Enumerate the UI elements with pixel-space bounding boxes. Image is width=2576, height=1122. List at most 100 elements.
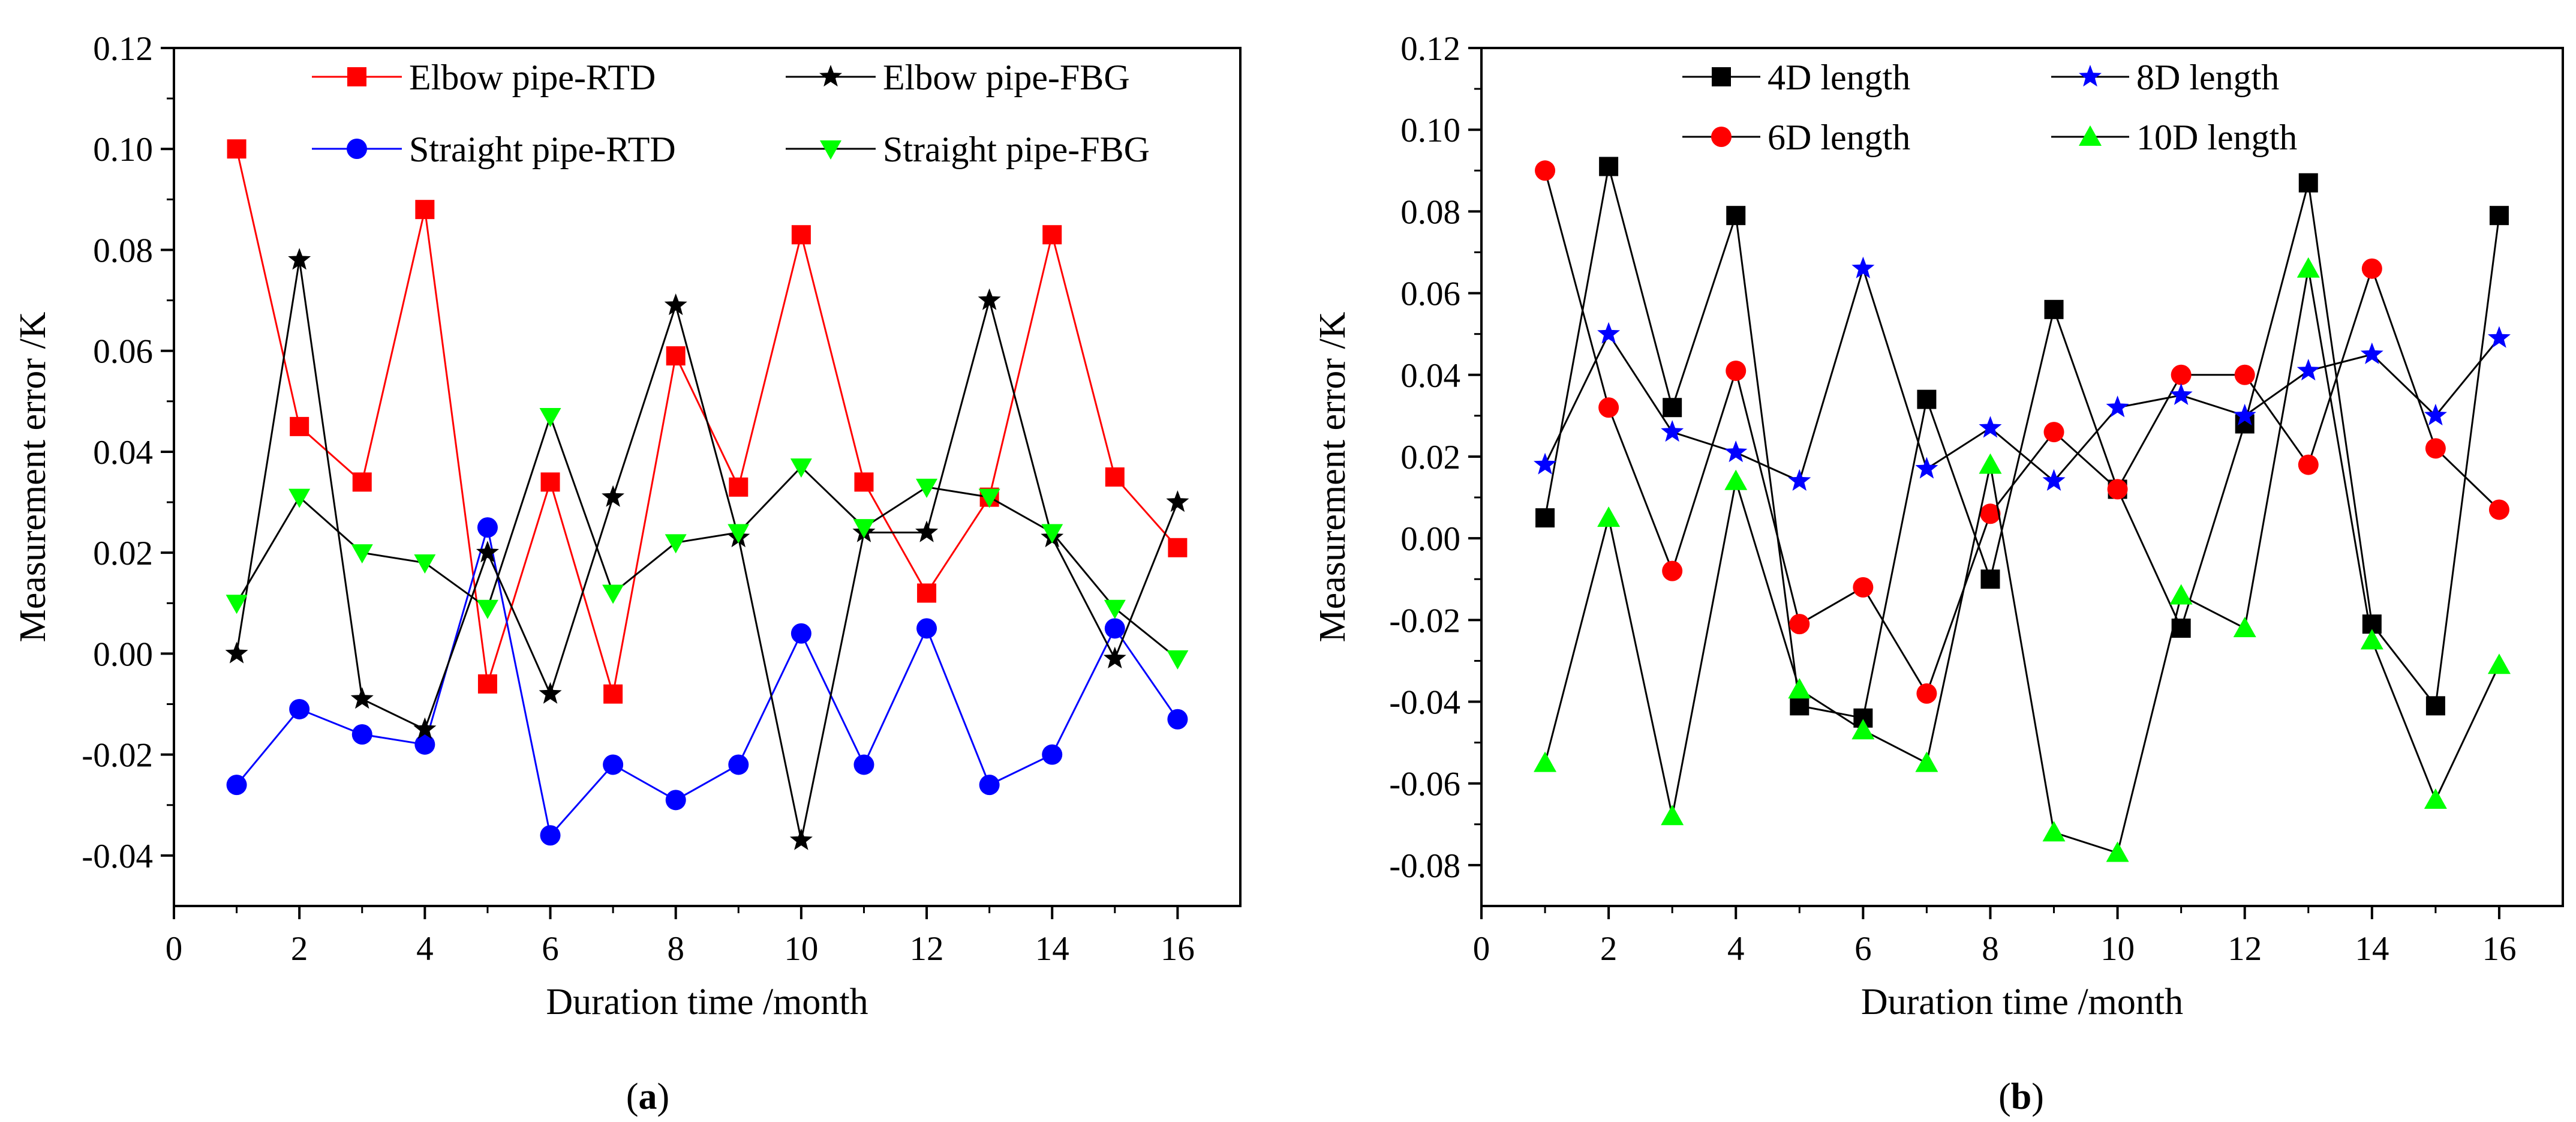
data-point — [288, 488, 311, 508]
data-point — [728, 524, 750, 544]
y-tick-label: -0.04 — [82, 838, 153, 875]
data-point — [1103, 646, 1126, 668]
legend: 4D length 6D length 8D length 10D length — [1682, 58, 2297, 157]
data-point — [1724, 469, 1748, 490]
data-point — [1915, 457, 1938, 479]
y-tick-label: 0.02 — [93, 535, 153, 572]
legend-marker — [347, 67, 366, 86]
data-point — [2042, 821, 2066, 842]
caption-close-paren: ) — [657, 1076, 670, 1117]
data-point — [666, 346, 686, 366]
data-point — [665, 534, 687, 554]
x-tick-label: 6 — [542, 930, 559, 968]
caption-label: a — [639, 1076, 657, 1117]
panel-caption: (b) — [1998, 1076, 2044, 1117]
x-axis-title: Duration time /month — [546, 982, 868, 1022]
caption-open-paren: ( — [1998, 1076, 2011, 1117]
data-point — [1597, 322, 1621, 344]
data-point — [2424, 788, 2447, 809]
data-point — [289, 698, 310, 719]
data-point — [227, 139, 247, 159]
y-tick-label: -0.08 — [1389, 847, 1460, 885]
data-point — [1917, 389, 1937, 409]
data-point — [1104, 599, 1126, 619]
series-line — [1544, 268, 2500, 854]
y-tick-label: -0.06 — [1389, 766, 1460, 803]
y-tick-label: -0.02 — [1389, 602, 1460, 640]
data-point — [1851, 719, 1875, 740]
data-point — [225, 641, 248, 664]
data-point — [2234, 364, 2255, 385]
data-point — [540, 825, 561, 846]
y-tick-label: 0.06 — [1400, 275, 1460, 313]
data-point — [2298, 454, 2319, 475]
x-axis-title: Duration time /month — [1861, 982, 2183, 1022]
legend-label: Elbow pipe-RTD — [409, 58, 656, 97]
data-point — [978, 488, 1000, 508]
data-point — [916, 618, 937, 639]
data-point — [979, 775, 1000, 796]
y-tick-label: 0.08 — [93, 232, 153, 269]
data-point — [226, 775, 247, 796]
y-tick-label: 0.12 — [93, 30, 153, 68]
legend-label: Straight pipe-RTD — [409, 130, 676, 169]
data-point — [1788, 678, 1811, 699]
data-point — [415, 200, 435, 220]
data-point — [1790, 696, 1809, 716]
data-point — [1789, 614, 1810, 635]
plot-frame — [1480, 47, 2564, 907]
data-point — [1534, 751, 1557, 772]
x-tick-label: 2 — [291, 930, 308, 968]
x-tick-label: 8 — [667, 930, 684, 968]
data-point — [1535, 160, 1556, 181]
data-point — [1598, 397, 1619, 418]
data-point — [1105, 467, 1125, 487]
data-point — [790, 623, 811, 644]
data-point — [2487, 653, 2511, 674]
data-point — [2233, 616, 2256, 637]
data-point — [1980, 503, 2001, 524]
data-point — [2169, 584, 2193, 605]
data-point — [789, 828, 813, 850]
data-point — [2233, 403, 2256, 425]
data-point — [2425, 438, 2446, 459]
data-point — [2360, 342, 2383, 364]
data-point — [603, 684, 623, 704]
data-point — [1915, 751, 1938, 772]
legend-label: 6D length — [1768, 118, 1910, 157]
data-point — [1534, 452, 1557, 475]
caption-close-paren: ) — [2031, 1076, 2044, 1117]
legend-label: 8D length — [2136, 58, 2279, 97]
x-tick-label: 0 — [1473, 930, 1490, 968]
caption-open-paren: ( — [626, 1076, 639, 1117]
data-point — [2297, 359, 2320, 381]
data-point — [729, 477, 749, 497]
x-tick-label: 10 — [2100, 930, 2135, 968]
data-point — [1661, 420, 1684, 442]
y-tick-label: 0.00 — [1400, 520, 1460, 558]
data-point — [2043, 422, 2064, 443]
data-point — [1916, 683, 1937, 704]
data-point — [1167, 650, 1189, 670]
y-tick-label: 0.12 — [1400, 30, 1460, 68]
data-point — [1104, 618, 1125, 639]
y-tick-label: 0.00 — [93, 635, 153, 673]
data-point — [350, 687, 374, 709]
data-point — [1979, 453, 2002, 474]
legend-label: Straight pipe-FBG — [883, 130, 1150, 169]
series-line — [236, 260, 1179, 841]
y-tick-label: -0.04 — [1389, 684, 1460, 722]
data-point — [539, 682, 562, 704]
data-point — [2106, 841, 2129, 862]
data-point — [539, 408, 561, 428]
data-point — [1661, 805, 1684, 826]
data-point — [602, 485, 625, 507]
x-tick-label: 10 — [784, 930, 818, 968]
data-point — [915, 520, 939, 542]
series-line — [1544, 170, 2500, 696]
data-point — [2106, 395, 2129, 418]
data-point — [1726, 206, 1746, 226]
series-line — [236, 527, 1179, 838]
data-point — [1980, 569, 2000, 589]
data-point — [540, 472, 560, 492]
